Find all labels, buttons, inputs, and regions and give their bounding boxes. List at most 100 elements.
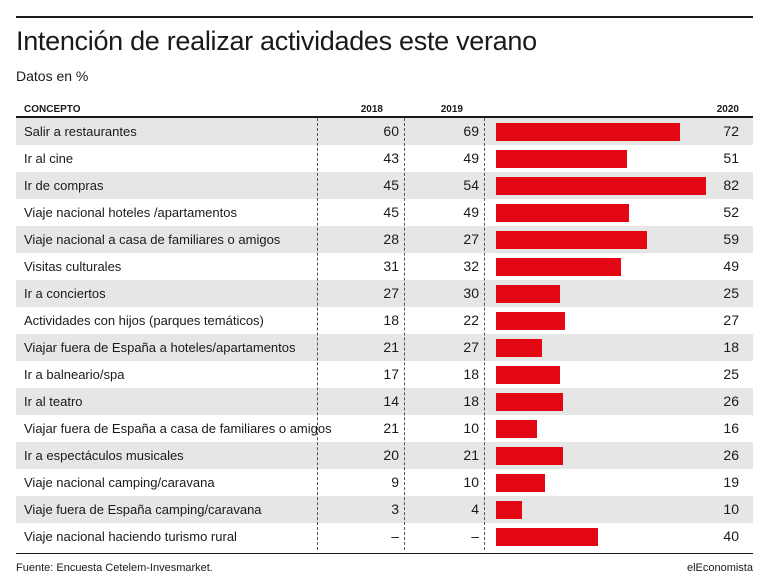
table-row: Ir a balneario/spa 17 18 25 [16, 361, 753, 388]
bar-2020 [496, 393, 563, 411]
value-2018: 43 [383, 150, 399, 166]
value-2018: 28 [383, 231, 399, 247]
value-2020: 40 [723, 528, 739, 544]
value-2018: 60 [383, 123, 399, 139]
value-2020: 26 [723, 393, 739, 409]
row-label: Viajar fuera de España a casa de familia… [24, 421, 332, 436]
value-2019: 69 [463, 123, 479, 139]
table-row: Viajar fuera de España a casa de familia… [16, 415, 753, 442]
row-label: Viaje fuera de España camping/caravana [24, 502, 262, 517]
row-label: Ir al teatro [24, 394, 83, 409]
row-label: Ir de compras [24, 178, 104, 193]
table-row: Ir de compras 45 54 82 [16, 172, 753, 199]
table-row: Ir a espectáculos musicales 20 21 26 [16, 442, 753, 469]
value-2018: 20 [383, 447, 399, 463]
value-2018: 18 [383, 312, 399, 328]
row-label: Actividades con hijos (parques temáticos… [24, 313, 264, 328]
bar-2020 [496, 231, 647, 249]
bar-2020 [496, 528, 598, 546]
value-2019: 10 [463, 474, 479, 490]
bar-2020 [496, 447, 563, 465]
row-label: Ir a balneario/spa [24, 367, 125, 382]
value-2020: 25 [723, 366, 739, 382]
data-table: Salir a restaurantes 60 69 72 Ir al cine 43 49… [16, 118, 753, 550]
value-2018: 31 [383, 258, 399, 274]
row-label: Viaje nacional camping/caravana [24, 475, 215, 490]
value-2019: 49 [463, 204, 479, 220]
table-row: Actividades con hijos (parques temáticos… [16, 307, 753, 334]
column-divider-2 [404, 118, 405, 550]
table-row: Ir al teatro 14 18 26 [16, 388, 753, 415]
value-2019: 4 [471, 501, 479, 517]
value-2018: – [391, 528, 399, 544]
value-2020: 10 [723, 501, 739, 517]
table-row: Viaje nacional a casa de familiares o am… [16, 226, 753, 253]
row-label: Viaje nacional hoteles /apartamentos [24, 205, 237, 220]
value-2018: 45 [383, 177, 399, 193]
chart-title: Intención de realizar actividades este v… [16, 26, 537, 56]
value-2019: 18 [463, 366, 479, 382]
value-2018: 21 [383, 420, 399, 436]
table-row: Viaje nacional hoteles /apartamentos 45 49… [16, 199, 753, 226]
bar-2020 [496, 258, 621, 276]
table-row: Viaje fuera de España camping/caravana 3 4… [16, 496, 753, 523]
bar-2020 [496, 420, 537, 438]
value-2020: 52 [723, 204, 739, 220]
value-2018: 45 [383, 204, 399, 220]
table-row: Visitas culturales 31 32 49 [16, 253, 753, 280]
value-2019: 10 [463, 420, 479, 436]
value-2018: 21 [383, 339, 399, 355]
table-row: Salir a restaurantes 60 69 72 [16, 118, 753, 145]
value-2019: 49 [463, 150, 479, 166]
row-label: Viaje nacional a casa de familiares o am… [24, 232, 281, 247]
bar-2020 [496, 285, 560, 303]
table-row: Ir a conciertos 27 30 25 [16, 280, 753, 307]
value-2018: 3 [391, 501, 399, 517]
bar-2020 [496, 177, 706, 195]
bar-2020 [496, 123, 680, 141]
value-2019: 27 [463, 231, 479, 247]
bar-2020 [496, 339, 542, 357]
value-2020: 18 [723, 339, 739, 355]
header-2020: 2020 [716, 104, 739, 115]
value-2020: 72 [723, 123, 739, 139]
row-label: Ir a espectáculos musicales [24, 448, 184, 463]
bottom-rule [16, 553, 753, 554]
value-2019: 30 [463, 285, 479, 301]
value-2020: 16 [723, 420, 739, 436]
header-2019: 2019 [440, 104, 463, 115]
value-2019: 22 [463, 312, 479, 328]
value-2019: 32 [463, 258, 479, 274]
table-row: Viajar fuera de España a hoteles/apartam… [16, 334, 753, 361]
bar-2020 [496, 474, 545, 492]
table-row: Viaje nacional camping/caravana 9 10 19 [16, 469, 753, 496]
value-2018: 9 [391, 474, 399, 490]
row-label: Visitas culturales [24, 259, 122, 274]
value-2020: 26 [723, 447, 739, 463]
value-2019: 18 [463, 393, 479, 409]
bar-2020 [496, 501, 522, 519]
value-2020: 25 [723, 285, 739, 301]
value-2019: 54 [463, 177, 479, 193]
table-row: Ir al cine 43 49 51 [16, 145, 753, 172]
bar-2020 [496, 366, 560, 384]
header-2018: 2018 [360, 104, 383, 115]
row-label: Ir a conciertos [24, 286, 106, 301]
column-divider-1 [317, 118, 318, 550]
header-concept: CONCEPTO [24, 104, 81, 115]
column-divider-3 [484, 118, 485, 550]
value-2020: 82 [723, 177, 739, 193]
bar-2020 [496, 312, 565, 330]
value-2018: 27 [383, 285, 399, 301]
top-rule [16, 16, 753, 18]
value-2020: 59 [723, 231, 739, 247]
chart-subtitle: Datos en % [16, 68, 89, 84]
row-label: Viaje nacional haciendo turismo rural [24, 529, 237, 544]
bar-2020 [496, 150, 627, 168]
value-2018: 17 [383, 366, 399, 382]
value-2020: 27 [723, 312, 739, 328]
value-2020: 51 [723, 150, 739, 166]
value-2019: – [471, 528, 479, 544]
value-2018: 14 [383, 393, 399, 409]
value-2020: 19 [723, 474, 739, 490]
